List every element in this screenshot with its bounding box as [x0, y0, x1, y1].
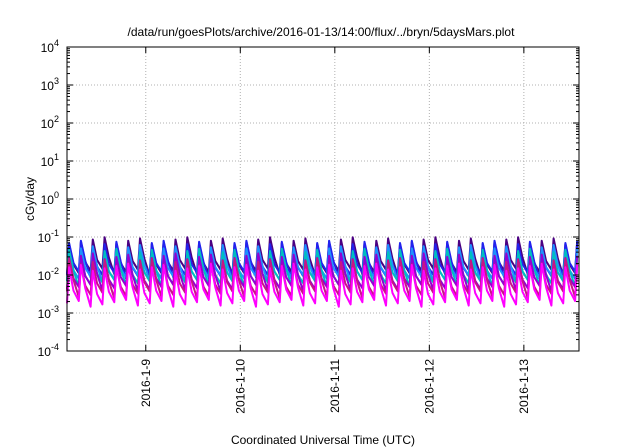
y-tick-label: 101 — [41, 152, 59, 169]
x-tick-label: 2016-1-10 — [233, 359, 247, 414]
grid — [67, 47, 579, 351]
series-group — [66, 236, 579, 308]
y-tick-label: 10-4 — [38, 342, 59, 359]
y-tick-label: 102 — [41, 114, 59, 131]
y-tick-label: 104 — [41, 38, 59, 55]
y-tick-label: 10-1 — [38, 228, 59, 245]
chart-title: /data/run/goesPlots/archive/2016-01-13/1… — [128, 25, 516, 39]
x-tick-label: 2016-1-9 — [139, 359, 153, 407]
y-tick-label: 10-2 — [38, 266, 59, 283]
x-tick-label: 2016-1-11 — [328, 359, 342, 413]
y-tick-label: 10-3 — [38, 304, 59, 321]
x-tick-label: 2016-1-13 — [517, 359, 531, 414]
y-tick-label: 103 — [41, 76, 59, 93]
y-tick-label: 100 — [41, 190, 59, 207]
x-tick-label: 2016-1-12 — [422, 359, 436, 414]
x-axis: 2016-1-9 2016-1-10 2016-1-11 2016-1-12 2016-… — [139, 47, 531, 414]
x-axis-label: Coordinated Universal Time (UTC) — [231, 433, 415, 447]
y-axis-label: cGy/day — [23, 177, 37, 221]
series-line — [66, 262, 579, 308]
